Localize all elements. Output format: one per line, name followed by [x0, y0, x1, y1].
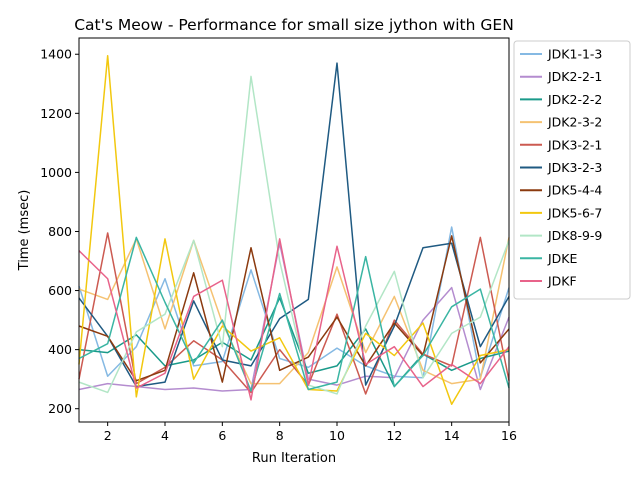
legend-entry-jdk8-9-9: JDK8-9-9	[547, 228, 602, 243]
x-tick-label: 6	[218, 428, 226, 443]
legend-entry-jdke: JDKE	[547, 251, 578, 266]
x-tick-label: 8	[276, 428, 284, 443]
chart-title: Cat's Meow - Performance for small size …	[74, 16, 514, 34]
series-line-jdk5-6-7	[78, 54, 510, 406]
y-tick-label: 1400	[40, 47, 72, 62]
y-tick-label: 800	[48, 224, 72, 239]
legend-entry-jdk1-1-3: JDK1-1-3	[547, 47, 602, 62]
x-axis-label: Run Iteration	[252, 451, 336, 466]
legend-box	[513, 40, 631, 300]
series-line-jdkf	[78, 238, 510, 401]
plot-background	[79, 38, 509, 422]
x-tick-label: 2	[104, 428, 112, 443]
series-lines	[78, 54, 510, 406]
x-tick-label: 16	[501, 428, 517, 443]
x-tick-label: 10	[329, 428, 345, 443]
plot-frame	[78, 37, 510, 423]
y-tick-label: 1000	[40, 165, 72, 180]
legend-entry-jdk2-2-2: JDK2-2-2	[547, 92, 602, 107]
legend-entry-jdk5-4-4: JDK5-4-4	[547, 183, 602, 198]
y-tick-label: 200	[48, 401, 72, 416]
legend-entry-jdkf: JDKF	[547, 274, 577, 289]
y-tick-label: 400	[48, 342, 72, 357]
x-tick-label: 12	[386, 428, 402, 443]
x-tick-label: 4	[161, 428, 169, 443]
y-tick-label: 1200	[40, 106, 72, 121]
legend-entry-jdk3-2-3: JDK3-2-3	[547, 160, 602, 175]
series-line-jdke	[78, 236, 510, 392]
series-line-jdk8-9-9	[78, 75, 510, 395]
legend-entry-jdk5-6-7: JDK5-6-7	[547, 205, 602, 220]
legend-entry-jdk3-2-1: JDK3-2-1	[547, 137, 602, 152]
x-axis-ticks: 2 4 6 8 10 12 14 16	[104, 422, 517, 443]
y-axis-ticks: 200 400 600 800 1000 1200 1400	[40, 47, 79, 416]
y-axis-label: Time (msec)	[17, 190, 32, 272]
legend-entry-jdk2-2-1: JDK2-2-1	[547, 69, 602, 84]
legend: JDK1-1-3 JDK2-2-1 JDK2-2-2 JDK2-3-2 JDK3-2-1…	[513, 40, 631, 300]
legend-entry-jdk2-3-2: JDK2-3-2	[547, 115, 602, 130]
x-tick-label: 14	[444, 428, 460, 443]
y-tick-label: 600	[48, 283, 72, 298]
